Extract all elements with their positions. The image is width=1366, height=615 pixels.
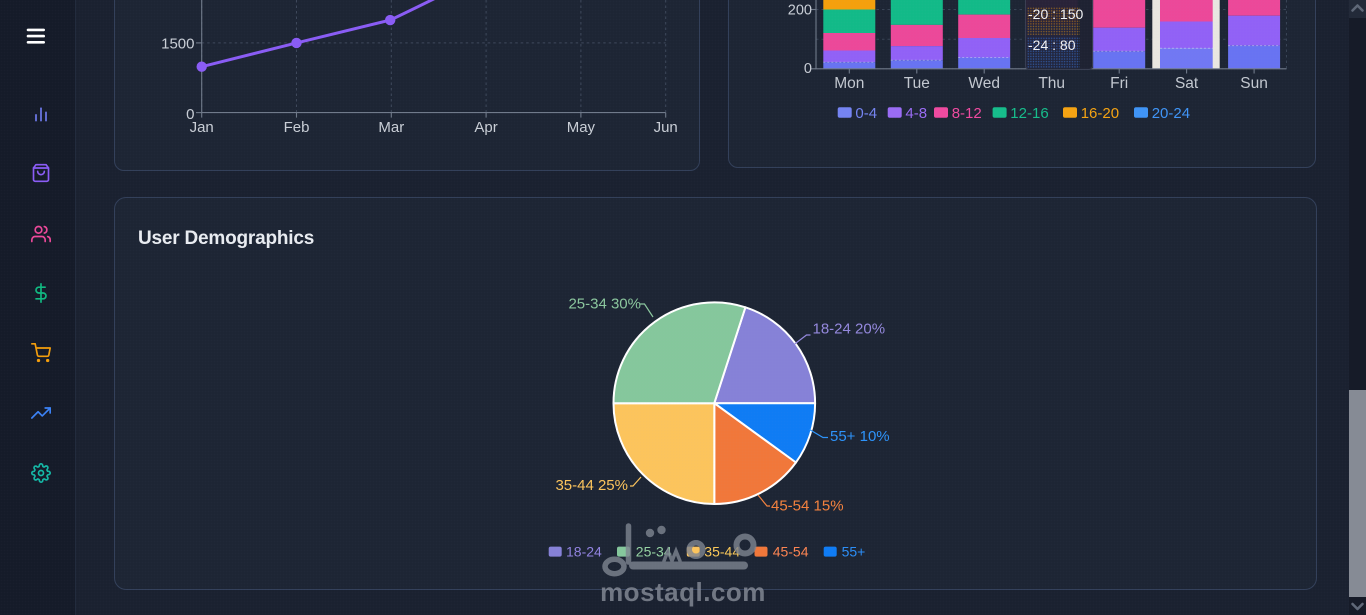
svg-text:4-8: 4-8 [905, 105, 927, 122]
svg-text:45-54: 45-54 [773, 544, 809, 560]
svg-text:55+ 10%: 55+ 10% [830, 428, 890, 445]
svg-text:25-34: 25-34 [636, 544, 672, 560]
svg-text:Sat: Sat [1175, 75, 1199, 92]
svg-text:Thu: Thu [1038, 75, 1065, 92]
svg-text:Mon: Mon [834, 75, 864, 92]
svg-text:18-24: 18-24 [566, 544, 602, 560]
svg-text:12-16: 12-16 [1010, 105, 1048, 122]
svg-text:200: 200 [788, 3, 812, 19]
svg-text:1500: 1500 [161, 35, 194, 52]
svg-text:35-44 25%: 35-44 25% [555, 477, 628, 494]
svg-text:Wed: Wed [968, 75, 1000, 92]
svg-text:16-20: 16-20 [1081, 105, 1119, 122]
svg-text:45-54 15%: 45-54 15% [771, 498, 844, 515]
svg-text:18-24 20%: 18-24 20% [813, 320, 886, 337]
svg-text:8-12: 8-12 [952, 105, 982, 122]
svg-text:Jan: Jan [190, 119, 214, 136]
svg-text:35-44: 35-44 [704, 544, 740, 560]
svg-text:0: 0 [804, 61, 812, 77]
svg-text:25-34 30%: 25-34 30% [568, 296, 641, 313]
svg-text:Fri: Fri [1110, 75, 1128, 92]
svg-text:Jun: Jun [654, 119, 678, 136]
svg-text:55+: 55+ [842, 544, 866, 560]
svg-text:0: 0 [186, 106, 194, 123]
svg-text:Mar: Mar [378, 119, 404, 136]
svg-text:May: May [567, 119, 596, 136]
svg-text:Tue: Tue [904, 75, 930, 92]
svg-text:0-4: 0-4 [855, 105, 877, 122]
svg-text:Apr: Apr [474, 119, 497, 136]
svg-text:Feb: Feb [284, 119, 310, 136]
svg-text:20-24: 20-24 [1152, 105, 1190, 122]
svg-text:Sun: Sun [1240, 75, 1268, 92]
